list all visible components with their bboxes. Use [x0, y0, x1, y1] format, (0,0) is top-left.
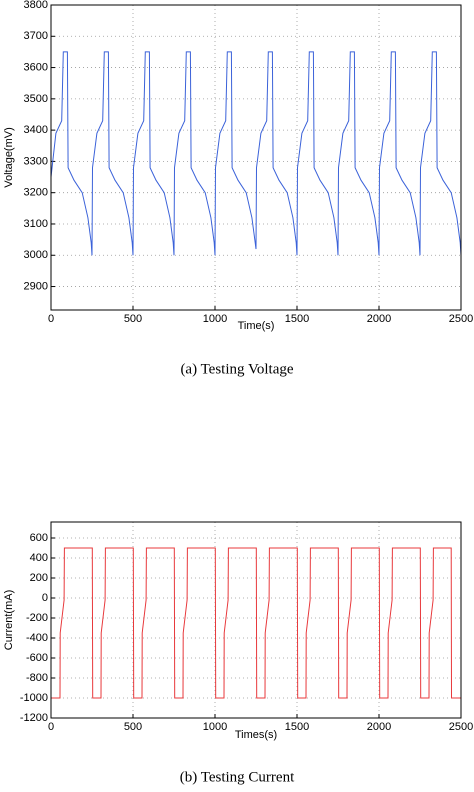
y-tick-label: -400: [26, 632, 48, 644]
data-line: [50, 51, 462, 256]
x-tick-label: 1500: [285, 721, 309, 733]
x-tick-label: 1500: [285, 313, 309, 325]
y-tick-label: 3400: [24, 124, 48, 136]
x-axis-label: Time(s): [238, 320, 275, 332]
y-tick-label: 3500: [24, 93, 48, 105]
x-tick-label: 1000: [203, 721, 227, 733]
y-tick-label: 3100: [24, 218, 48, 230]
x-tick-label: 2500: [449, 721, 473, 733]
y-tick-label: 3800: [24, 0, 48, 11]
data-line: [51, 547, 461, 699]
y-axis-label: Current(mA): [3, 590, 15, 651]
y-tick-label: 3700: [24, 30, 48, 42]
x-tick-label: 500: [124, 721, 142, 733]
y-tick-label: 3600: [24, 61, 48, 73]
y-tick-label: 3000: [24, 249, 48, 261]
y-tick-label: -1000: [20, 692, 48, 704]
x-tick-label: 2500: [449, 313, 473, 325]
plot-frame: [50, 4, 462, 311]
y-tick-label: 2900: [24, 280, 48, 292]
y-tick-label: -800: [26, 672, 48, 684]
x-tick-label: 2000: [367, 313, 391, 325]
y-tick-label: 200: [30, 572, 48, 584]
x-tick-label: 500: [124, 313, 142, 325]
plot-frame: [50, 521, 462, 719]
x-tick-label: 2000: [367, 721, 391, 733]
y-tick-label: -1200: [20, 712, 48, 724]
x-tick-label: 1000: [203, 313, 227, 325]
y-tick-label: 0: [42, 592, 48, 604]
y-tick-label: -600: [26, 652, 48, 664]
y-tick-label: 600: [30, 532, 48, 544]
y-tick-label: 400: [30, 552, 48, 564]
y-axis-label: Voltage(mV): [3, 127, 15, 188]
y-tick-label: 3200: [24, 187, 48, 199]
caption: (b) Testing Current: [180, 769, 295, 785]
x-tick-label: 0: [48, 721, 54, 733]
caption: (a) Testing Voltage: [180, 361, 293, 377]
y-tick-label: 3300: [24, 155, 48, 167]
x-axis-label: Times(s): [235, 729, 277, 741]
x-tick-label: 0: [48, 313, 54, 325]
y-tick-label: -200: [26, 612, 48, 624]
